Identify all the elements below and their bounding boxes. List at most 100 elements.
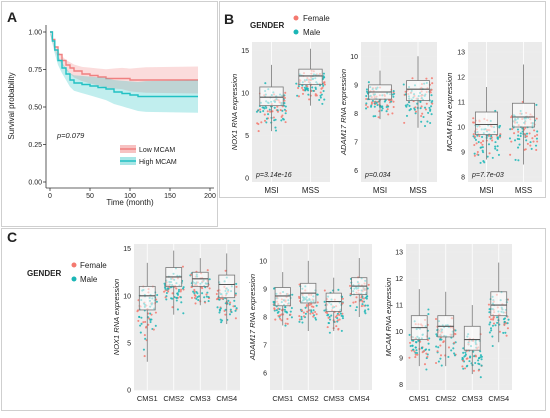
data-point <box>474 138 477 141</box>
data-point <box>300 309 303 312</box>
data-point <box>298 315 301 318</box>
x-tick-label: MSI <box>479 186 493 195</box>
data-point <box>150 313 153 316</box>
survival-y-tick-label: 0.25 <box>28 142 42 149</box>
survival-x-tick-label: 0 <box>48 193 52 200</box>
data-point <box>365 295 368 298</box>
data-point <box>477 359 480 362</box>
data-point <box>322 75 325 78</box>
data-point <box>277 314 280 317</box>
data-point <box>411 77 414 80</box>
data-point <box>519 132 522 135</box>
data-point <box>476 150 479 154</box>
data-point <box>488 323 491 326</box>
data-point <box>328 318 332 321</box>
x-tick-label: CMS3 <box>462 394 483 403</box>
data-point <box>154 311 157 314</box>
data-point <box>284 322 287 325</box>
data-point <box>360 305 363 308</box>
data-point <box>281 117 285 120</box>
data-point <box>259 108 262 111</box>
data-point <box>273 287 276 290</box>
data-point <box>392 90 395 93</box>
panel-b-legend-male: Male <box>303 28 321 37</box>
data-point <box>205 293 208 296</box>
data-point <box>469 355 472 358</box>
data-point <box>431 102 434 105</box>
data-point <box>194 294 197 297</box>
data-point <box>315 313 318 316</box>
data-point <box>453 352 456 355</box>
data-point <box>526 142 529 145</box>
data-point <box>291 293 294 296</box>
data-point <box>304 87 308 90</box>
data-point <box>338 318 341 321</box>
data-point <box>461 356 464 359</box>
data-point <box>281 114 284 117</box>
data-point <box>384 99 387 102</box>
data-point <box>327 322 331 325</box>
data-point <box>439 354 443 357</box>
data-point <box>284 121 287 124</box>
data-point <box>286 322 289 325</box>
data-point <box>221 297 224 300</box>
data-point <box>279 317 282 320</box>
data-point <box>462 347 465 350</box>
legend-c-female-dot <box>71 262 77 268</box>
data-point <box>462 367 465 370</box>
data-point <box>142 348 145 351</box>
data-point <box>408 333 411 336</box>
survival-y-tick-label: 0.50 <box>28 105 42 112</box>
data-point <box>283 308 286 311</box>
data-point <box>436 350 439 353</box>
data-point <box>165 291 168 295</box>
data-point <box>440 364 443 367</box>
data-point <box>265 106 268 109</box>
panel-b-legend-title: GENDER <box>250 21 284 30</box>
data-point <box>308 309 311 312</box>
data-point <box>286 317 289 320</box>
data-point <box>486 155 489 158</box>
data-point <box>511 128 514 131</box>
data-point <box>284 324 287 327</box>
legend-high-mcam-label: High MCAM <box>139 159 177 166</box>
data-point <box>376 103 379 107</box>
data-point <box>496 145 499 148</box>
data-point <box>207 296 210 299</box>
data-point <box>391 112 394 115</box>
data-point <box>428 337 431 340</box>
y-axis-label: NOX1 RNA expression <box>112 279 121 355</box>
data-point <box>298 320 301 323</box>
data-point <box>413 350 416 353</box>
y-tick-label: 5 <box>245 133 249 140</box>
data-point <box>492 317 495 320</box>
data-point <box>409 341 412 344</box>
data-point <box>437 360 440 363</box>
data-point <box>306 310 309 313</box>
data-point <box>503 323 506 327</box>
data-point <box>140 316 143 319</box>
data-point <box>535 103 538 106</box>
data-point <box>481 143 484 146</box>
data-point <box>414 341 418 344</box>
data-point <box>295 82 298 85</box>
data-point <box>521 127 524 130</box>
survival-curve-low <box>50 31 198 81</box>
data-point <box>479 146 482 149</box>
box-iqr <box>512 102 536 128</box>
data-point <box>414 346 417 349</box>
data-point <box>308 98 311 101</box>
data-point <box>264 82 267 85</box>
data-point <box>364 312 367 315</box>
data-point <box>273 106 276 109</box>
data-point <box>263 113 266 116</box>
data-point <box>234 309 237 312</box>
data-point <box>536 140 539 143</box>
data-point <box>431 82 434 85</box>
data-point <box>488 152 491 155</box>
data-point <box>311 86 314 89</box>
data-point <box>257 130 260 133</box>
data-point <box>301 84 304 87</box>
y-axis-label: ADAM17 RNA expression <box>248 274 257 361</box>
data-point <box>139 331 142 334</box>
